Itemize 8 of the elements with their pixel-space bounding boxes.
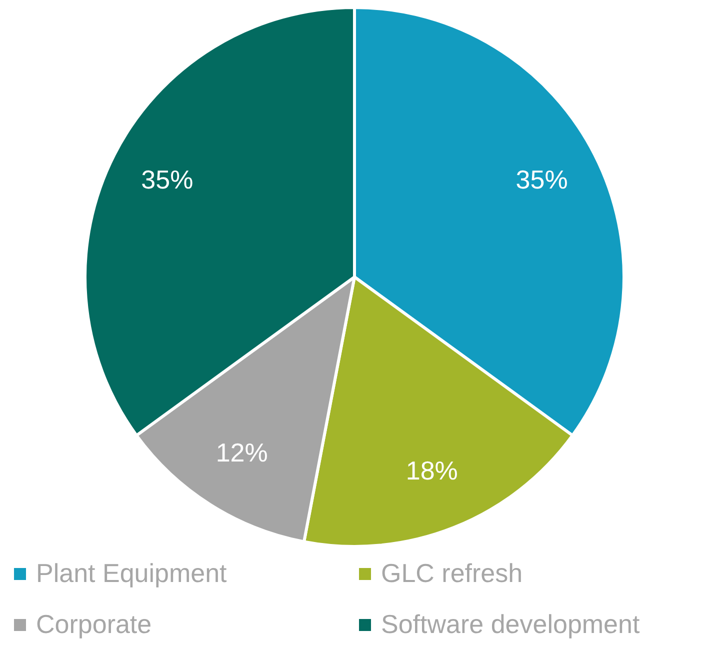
data-label: 18% [406,456,458,486]
legend-label: Corporate [36,609,152,640]
data-label: 12% [216,438,268,468]
legend-label: Software development [381,609,640,640]
data-label: 35% [141,164,194,195]
legend-label: GLC refresh [381,558,523,589]
data-label: 35% [516,164,568,195]
legend-label: Plant Equipment [36,558,227,589]
